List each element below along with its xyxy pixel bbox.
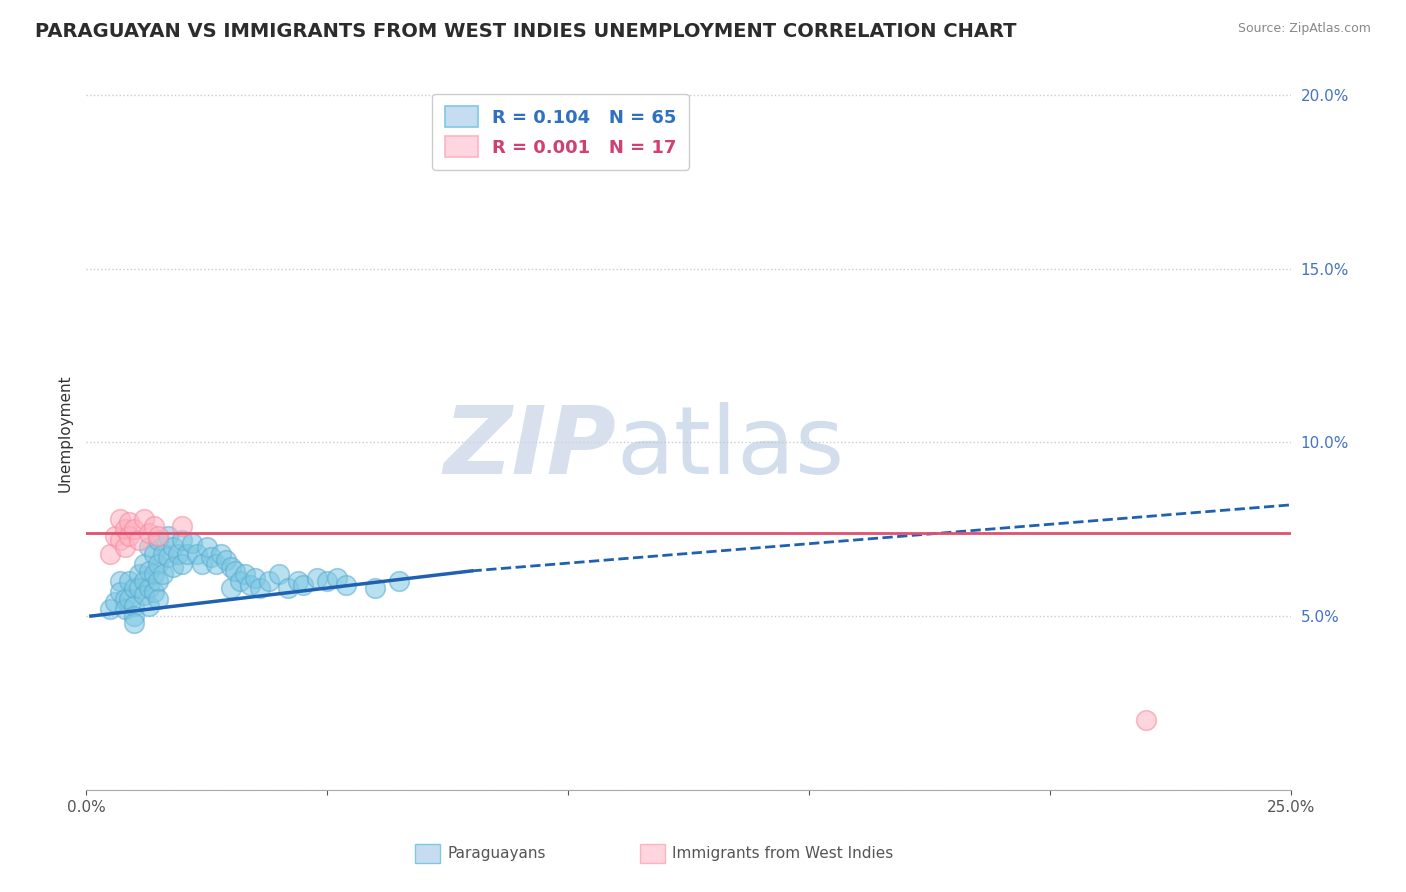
Point: [108, 584, 131, 599]
Point: [172, 518, 194, 533]
Point: [249, 582, 271, 596]
Point: [215, 553, 238, 567]
Point: [98, 547, 121, 561]
Point: [148, 533, 170, 547]
Point: [200, 549, 222, 564]
Point: [142, 518, 165, 533]
Point: [138, 540, 160, 554]
Point: [122, 522, 145, 536]
Point: [142, 567, 165, 582]
Point: [148, 574, 170, 589]
Point: [118, 574, 141, 589]
Point: [142, 547, 165, 561]
Point: [219, 560, 242, 574]
Point: [98, 602, 121, 616]
Point: [108, 533, 131, 547]
Point: [287, 574, 309, 589]
Point: [132, 512, 155, 526]
Point: [190, 557, 212, 571]
Point: [325, 571, 347, 585]
Point: [122, 609, 145, 624]
Point: [114, 522, 136, 536]
Point: [176, 547, 198, 561]
Point: [104, 595, 127, 609]
Point: [108, 574, 131, 589]
Point: [118, 529, 141, 543]
Point: [148, 557, 170, 571]
Point: [122, 599, 145, 613]
Point: [195, 540, 218, 554]
Point: [209, 547, 232, 561]
Legend: R = 0.104   N = 65, R = 0.001   N = 17: R = 0.104 N = 65, R = 0.001 N = 17: [433, 94, 689, 169]
Text: Immigrants from West Indies: Immigrants from West Indies: [672, 847, 893, 861]
Point: [166, 547, 188, 561]
Point: [118, 515, 141, 529]
Point: [291, 578, 314, 592]
Point: [118, 591, 141, 606]
Point: [142, 584, 165, 599]
Point: [229, 574, 252, 589]
Point: [156, 549, 179, 564]
Text: Source: ZipAtlas.com: Source: ZipAtlas.com: [1237, 22, 1371, 36]
Point: [239, 578, 262, 592]
Text: atlas: atlas: [616, 402, 845, 494]
Text: ZIP: ZIP: [443, 402, 616, 494]
Point: [132, 574, 155, 589]
Point: [257, 574, 280, 589]
Point: [307, 571, 329, 585]
Point: [152, 547, 174, 561]
Point: [138, 525, 160, 540]
Point: [114, 591, 136, 606]
Point: [138, 564, 160, 578]
Point: [205, 557, 228, 571]
Point: [122, 615, 145, 630]
Point: [108, 512, 131, 526]
Point: [186, 547, 208, 561]
Point: [156, 529, 179, 543]
Text: Paraguayans: Paraguayans: [447, 847, 546, 861]
Point: [148, 529, 170, 543]
Point: [267, 567, 290, 582]
Point: [152, 567, 174, 582]
Point: [224, 564, 246, 578]
Point: [316, 574, 339, 589]
Point: [172, 557, 194, 571]
Point: [219, 582, 242, 596]
Point: [122, 582, 145, 596]
Point: [128, 582, 150, 596]
Text: PARAGUAYAN VS IMMIGRANTS FROM WEST INDIES UNEMPLOYMENT CORRELATION CHART: PARAGUAYAN VS IMMIGRANTS FROM WEST INDIE…: [35, 22, 1017, 41]
Point: [138, 582, 160, 596]
Point: [388, 574, 411, 589]
Point: [128, 533, 150, 547]
Point: [148, 591, 170, 606]
Point: [605, 140, 627, 154]
Point: [243, 571, 266, 585]
Point: [138, 599, 160, 613]
Point: [181, 536, 204, 550]
Point: [335, 578, 357, 592]
Point: [114, 602, 136, 616]
Point: [172, 533, 194, 547]
Point: [364, 582, 387, 596]
Point: [162, 560, 184, 574]
Point: [132, 557, 155, 571]
Point: [233, 567, 256, 582]
Point: [114, 540, 136, 554]
Point: [104, 529, 127, 543]
Y-axis label: Unemployment: Unemployment: [58, 375, 72, 492]
Point: [1135, 714, 1157, 728]
Point: [162, 540, 184, 554]
Point: [128, 567, 150, 582]
Point: [132, 588, 155, 602]
Point: [277, 582, 299, 596]
